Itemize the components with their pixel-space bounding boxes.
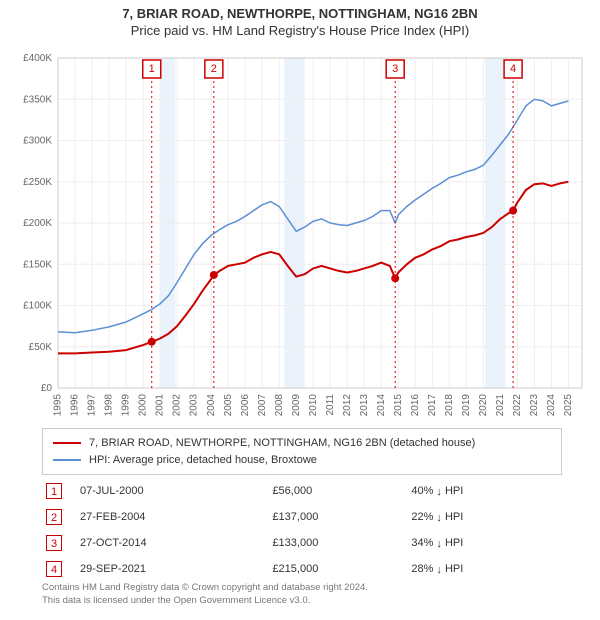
svg-text:2017: 2017 xyxy=(427,394,438,417)
table-row: 4 29-SEP-2021£215,00028% ↓ HPI xyxy=(42,556,562,582)
tx-date: 29-SEP-2021 xyxy=(76,556,268,582)
svg-text:£350K: £350K xyxy=(23,94,52,105)
svg-text:2001: 2001 xyxy=(155,394,166,417)
svg-text:£250K: £250K xyxy=(23,177,52,188)
svg-text:2016: 2016 xyxy=(410,394,421,417)
svg-text:1999: 1999 xyxy=(121,394,132,417)
svg-text:2014: 2014 xyxy=(376,394,387,417)
svg-text:1998: 1998 xyxy=(104,394,115,417)
legend-item: 7, BRIAR ROAD, NEWTHORPE, NOTTINGHAM, NG… xyxy=(53,435,551,452)
svg-text:£100K: £100K xyxy=(23,301,52,312)
chart-container: 7, BRIAR ROAD, NEWTHORPE, NOTTINGHAM, NG… xyxy=(0,0,600,620)
index-badge: 4 xyxy=(46,561,62,577)
tx-delta: 22% ↓ HPI xyxy=(407,504,562,530)
svg-text:1996: 1996 xyxy=(70,394,81,417)
arrow-down-icon: ↓ xyxy=(436,486,442,498)
svg-text:2013: 2013 xyxy=(359,394,370,417)
svg-text:2010: 2010 xyxy=(308,394,319,417)
tx-price: £56,000 xyxy=(268,478,407,504)
footer-line: This data is licensed under the Open Gov… xyxy=(42,595,562,608)
svg-text:£0: £0 xyxy=(41,383,53,394)
svg-text:£400K: £400K xyxy=(23,53,52,64)
tx-date: 27-FEB-2004 xyxy=(76,504,268,530)
svg-text:2002: 2002 xyxy=(172,394,183,417)
legend-label: HPI: Average price, detached house, Brox… xyxy=(89,452,317,469)
svg-text:3: 3 xyxy=(392,63,398,75)
svg-text:2024: 2024 xyxy=(546,394,557,417)
svg-text:2023: 2023 xyxy=(529,394,540,417)
svg-text:2008: 2008 xyxy=(274,394,285,417)
tx-price: £133,000 xyxy=(268,530,407,556)
tx-delta: 34% ↓ HPI xyxy=(407,530,562,556)
svg-text:2019: 2019 xyxy=(461,394,472,417)
svg-text:2012: 2012 xyxy=(342,394,353,417)
svg-text:2006: 2006 xyxy=(240,394,251,417)
svg-text:1995: 1995 xyxy=(53,394,64,417)
index-badge: 1 xyxy=(46,483,62,499)
tx-delta: 40% ↓ HPI xyxy=(407,478,562,504)
table-row: 2 27-FEB-2004£137,00022% ↓ HPI xyxy=(42,504,562,530)
svg-text:£150K: £150K xyxy=(23,259,52,270)
chart-svg: £0 £50K £100K £150K £200K £250K £300K £350K £400… xyxy=(10,50,590,420)
svg-text:2025: 2025 xyxy=(563,394,574,417)
legend-swatch xyxy=(53,442,81,444)
svg-text:£200K: £200K xyxy=(23,218,52,229)
footer: Contains HM Land Registry data © Crown c… xyxy=(42,582,562,608)
arrow-down-icon: ↓ xyxy=(436,564,442,576)
svg-text:2004: 2004 xyxy=(206,394,217,417)
title-address: 7, BRIAR ROAD, NEWTHORPE, NOTTINGHAM, NG… xyxy=(10,6,590,21)
svg-text:2000: 2000 xyxy=(138,394,149,417)
svg-text:2021: 2021 xyxy=(495,394,506,417)
svg-text:2022: 2022 xyxy=(512,394,523,417)
tx-delta: 28% ↓ HPI xyxy=(407,556,562,582)
svg-text:2: 2 xyxy=(211,63,217,75)
title-block: 7, BRIAR ROAD, NEWTHORPE, NOTTINGHAM, NG… xyxy=(0,0,600,40)
svg-text:1997: 1997 xyxy=(87,394,98,417)
svg-text:2018: 2018 xyxy=(444,394,455,417)
svg-text:£50K: £50K xyxy=(29,342,53,353)
svg-text:2015: 2015 xyxy=(393,394,404,417)
footer-line: Contains HM Land Registry data © Crown c… xyxy=(42,582,562,595)
tx-price: £137,000 xyxy=(268,504,407,530)
arrow-down-icon: ↓ xyxy=(436,512,442,524)
svg-text:4: 4 xyxy=(510,63,516,75)
transactions-table: 1 07-JUL-2000£56,00040% ↓ HPI 2 27-FEB-2004… xyxy=(42,478,562,582)
svg-text:2007: 2007 xyxy=(257,394,268,417)
title-subtitle: Price paid vs. HM Land Registry's House … xyxy=(10,23,590,38)
tx-price: £215,000 xyxy=(268,556,407,582)
table-row: 1 07-JUL-2000£56,00040% ↓ HPI xyxy=(42,478,562,504)
chart: £0 £50K £100K £150K £200K £250K £300K £350K £400… xyxy=(10,50,590,420)
svg-text:2020: 2020 xyxy=(478,394,489,417)
svg-text:2003: 2003 xyxy=(189,394,200,417)
svg-text:2005: 2005 xyxy=(223,394,234,417)
legend-swatch xyxy=(53,459,81,461)
tx-date: 27-OCT-2014 xyxy=(76,530,268,556)
legend-label: 7, BRIAR ROAD, NEWTHORPE, NOTTINGHAM, NG… xyxy=(89,435,475,452)
svg-text:2009: 2009 xyxy=(291,394,302,417)
svg-text:2011: 2011 xyxy=(325,394,336,416)
svg-text:£300K: £300K xyxy=(23,136,52,147)
legend: 7, BRIAR ROAD, NEWTHORPE, NOTTINGHAM, NG… xyxy=(42,428,562,475)
legend-item: HPI: Average price, detached house, Brox… xyxy=(53,452,551,469)
index-badge: 2 xyxy=(46,509,62,525)
arrow-down-icon: ↓ xyxy=(436,538,442,550)
svg-text:1: 1 xyxy=(149,63,155,75)
table-row: 3 27-OCT-2014£133,00034% ↓ HPI xyxy=(42,530,562,556)
index-badge: 3 xyxy=(46,535,62,551)
tx-date: 07-JUL-2000 xyxy=(76,478,268,504)
